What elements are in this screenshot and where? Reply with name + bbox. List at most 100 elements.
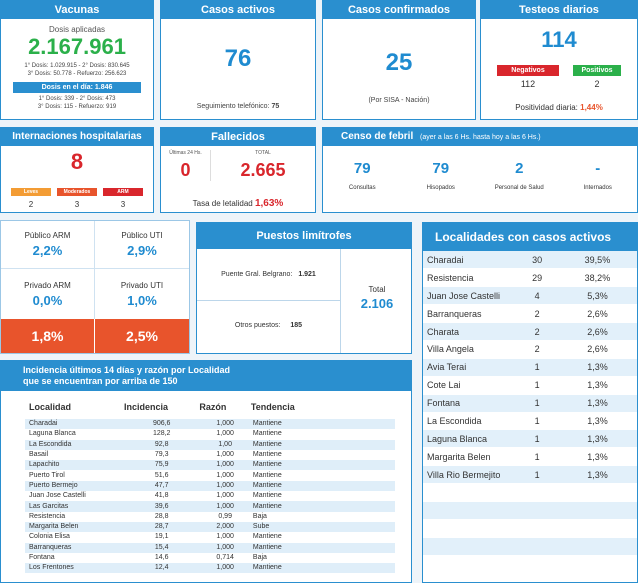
internaciones-levels: Leves 2 Moderados 3 ARM 3 — [1, 180, 153, 209]
censo-consultas: 79 Consultas — [323, 160, 402, 191]
incidencia-incidencia: 47,7 — [124, 480, 200, 492]
activos-card: Casos activos 76 Seguimiento telefónico:… — [160, 0, 316, 120]
localidad-percent — [557, 519, 637, 538]
incidencia-card: Incidencia últimos 14 días y razón por L… — [0, 360, 412, 583]
localidad-name: Charadai — [423, 251, 517, 270]
localidad-row: Charata 2 2,6% — [423, 322, 637, 341]
incidencia-razon: 1,000 — [199, 460, 251, 471]
incidencia-row: Puerto Tirol 51,6 1,000 Mantiene — [25, 470, 395, 480]
puesto-belgrano-label: Puente Gral. Belgrano: — [221, 271, 293, 278]
incidencia-incidencia: 41,8 — [154, 492, 169, 500]
localidad-name: Avia Terai — [423, 358, 517, 377]
localidad-name — [423, 501, 517, 520]
level-arm: ARM 3 — [103, 180, 143, 209]
incidencia-incidencia: 28,7 — [124, 521, 200, 533]
localidad-cases: 30 — [516, 251, 558, 270]
puesto-otros-label: Otros puestos: — [234, 322, 281, 329]
incidencia-header-row: Localidad Incidencia Razón Tendencia — [25, 395, 395, 419]
col-tendencia: Tendencia — [250, 402, 295, 412]
incidencia-row: Las Garcitas 39,6 1,000 Mantiene — [25, 501, 395, 512]
level-leves-label: Leves — [11, 188, 51, 196]
incidencia-localidad: Barranqueras — [25, 542, 125, 553]
incidencia-tendencia: Baja — [252, 512, 267, 520]
positivos-label: Positivos — [573, 65, 621, 76]
puestos-card: Puestos limítrofes Puente Gral. Belgrano… — [196, 222, 412, 354]
incidencia-table: Localidad Incidencia Razón Tendencia Cha… — [25, 395, 395, 574]
localidad-percent: 1,3% — [557, 465, 637, 485]
incidencia-tendencia: Mantiene — [252, 451, 282, 459]
incidencia-row: Fontana 14,6 0,714 Baja — [25, 553, 395, 563]
priv-uti-cell: Privado UTI 1,0% — [95, 269, 189, 319]
activos-seg-label: Seguimiento telefónico: — [196, 103, 270, 110]
incidencia-localidad: Resistencia — [29, 512, 66, 520]
incidencia-body: Localidad Incidencia Razón Tendencia Cha… — [1, 391, 411, 574]
incidencia-tendencia: Mantiene — [250, 439, 395, 450]
localidad-name: Juan Jose Castelli — [423, 286, 517, 306]
internaciones-card: Internaciones hospitalarias 8 Leves 2 Mo… — [0, 127, 154, 213]
incidencia-title-1: Incidencia últimos 14 días y razón por L… — [23, 365, 231, 375]
incidencia-tendencia: Mantiene — [252, 430, 282, 438]
incidencia-incidencia: 19,1 — [154, 533, 169, 541]
ocupacion-grid: Público ARM 2,2% Público UTI 2,9% Privad… — [0, 220, 190, 354]
internaciones-title: Internaciones hospitalarias — [1, 128, 153, 146]
incidencia-incidencia: 79,3 — [154, 451, 169, 459]
incidencia-localidad: Las Garcitas — [25, 501, 125, 512]
incidencia-incidencia: 51,6 — [154, 471, 169, 479]
vacunas-line4: 3° Dosis: 115 - Refuerzo: 919 — [37, 104, 117, 110]
localidad-cases — [516, 501, 558, 520]
localidad-name: Barranqueras — [423, 304, 517, 324]
localidad-name: Margarita Belen — [423, 447, 517, 467]
incidencia-tendencia: Mantiene — [250, 460, 395, 471]
localidad-name: Villa Rio Bermejito — [423, 465, 517, 485]
localidad-percent: 1,3% — [557, 376, 637, 395]
vacunas-line1: 1° Dosis: 1.029.915 - 2° Dosis: 830.645 — [24, 63, 130, 69]
puestos-title: Puestos limítrofes — [197, 223, 411, 249]
incidencia-localidad: Colonia Elisa — [29, 533, 70, 541]
localidad-percent: 1,3% — [557, 412, 637, 431]
censo-personal-label: Personal de Salud — [494, 185, 544, 191]
incidencia-tendencia: Mantiene — [250, 563, 395, 574]
positivos-box: Positivos 2 — [573, 59, 621, 89]
positividad: Positividad diaria: 1,44% — [481, 103, 637, 112]
incidencia-razon: 1,000 — [199, 480, 251, 492]
incidencia-header: Incidencia últimos 14 días y razón por L… — [1, 361, 411, 391]
fallecidos-tot: TOTAL 2.665 — [211, 150, 315, 181]
localidades-card: Localidades con casos activos Charadai 30… — [422, 222, 638, 583]
localidad-row: Barranqueras 2 2,6% — [423, 304, 637, 324]
localidad-percent: 1,3% — [557, 394, 637, 413]
incidencia-incidencia: 92,8 — [124, 439, 200, 450]
censo-hisopados-label: Hisopados — [426, 185, 455, 191]
localidad-percent: 1,3% — [557, 429, 637, 449]
level-moderados: Moderados 3 — [57, 180, 97, 209]
censo-internados: - Internados — [559, 160, 638, 191]
incidencia-tendencia: Mantiene — [250, 480, 395, 492]
localidad-name — [423, 483, 517, 502]
pub-arm-label: Público ARM — [24, 231, 71, 240]
incidencia-row: Barranqueras 15,4 1,000 Mantiene — [25, 542, 395, 553]
censo-hisopados-value: 79 — [432, 160, 450, 177]
puesto-otros: Otros puestos: 185 — [197, 301, 341, 353]
localidad-row — [423, 555, 637, 574]
localidad-cases: 2 — [516, 340, 558, 359]
confirmados-note: (Por SISA - Nación) — [368, 97, 430, 104]
incidencia-tendencia: Mantiene — [250, 501, 395, 512]
localidad-row: Charadai 30 39,5% — [423, 251, 637, 270]
localidad-cases: 1 — [516, 376, 558, 395]
incidencia-razon: 1,000 — [199, 501, 251, 512]
priv-arm-value: 0,0% — [32, 293, 63, 308]
incidencia-razon: 1,000 — [216, 430, 234, 438]
incidencia-incidencia: 75,9 — [124, 460, 200, 471]
priv-uti-label: Privado UTI — [120, 281, 164, 290]
incidencia-localidad: Margarita Belen — [25, 521, 125, 533]
puesto-otros-value: 185 — [290, 322, 303, 329]
censo-consultas-value: 79 — [353, 160, 371, 177]
confirmados-value: 25 — [385, 49, 413, 76]
localidad-percent: 2,6% — [557, 340, 637, 359]
fallecidos-tot-value: 2.665 — [240, 160, 286, 180]
incidencia-row: Laguna Blanca 128,2 1,000 Mantiene — [25, 429, 395, 439]
censo-consultas-label: Consultas — [348, 185, 376, 191]
tot-uti-value: 2,5% — [126, 328, 158, 344]
localidad-percent: 38,2% — [557, 268, 637, 288]
level-arm-value: 3 — [120, 200, 126, 209]
localidad-row: Resistencia 29 38,2% — [423, 268, 637, 288]
